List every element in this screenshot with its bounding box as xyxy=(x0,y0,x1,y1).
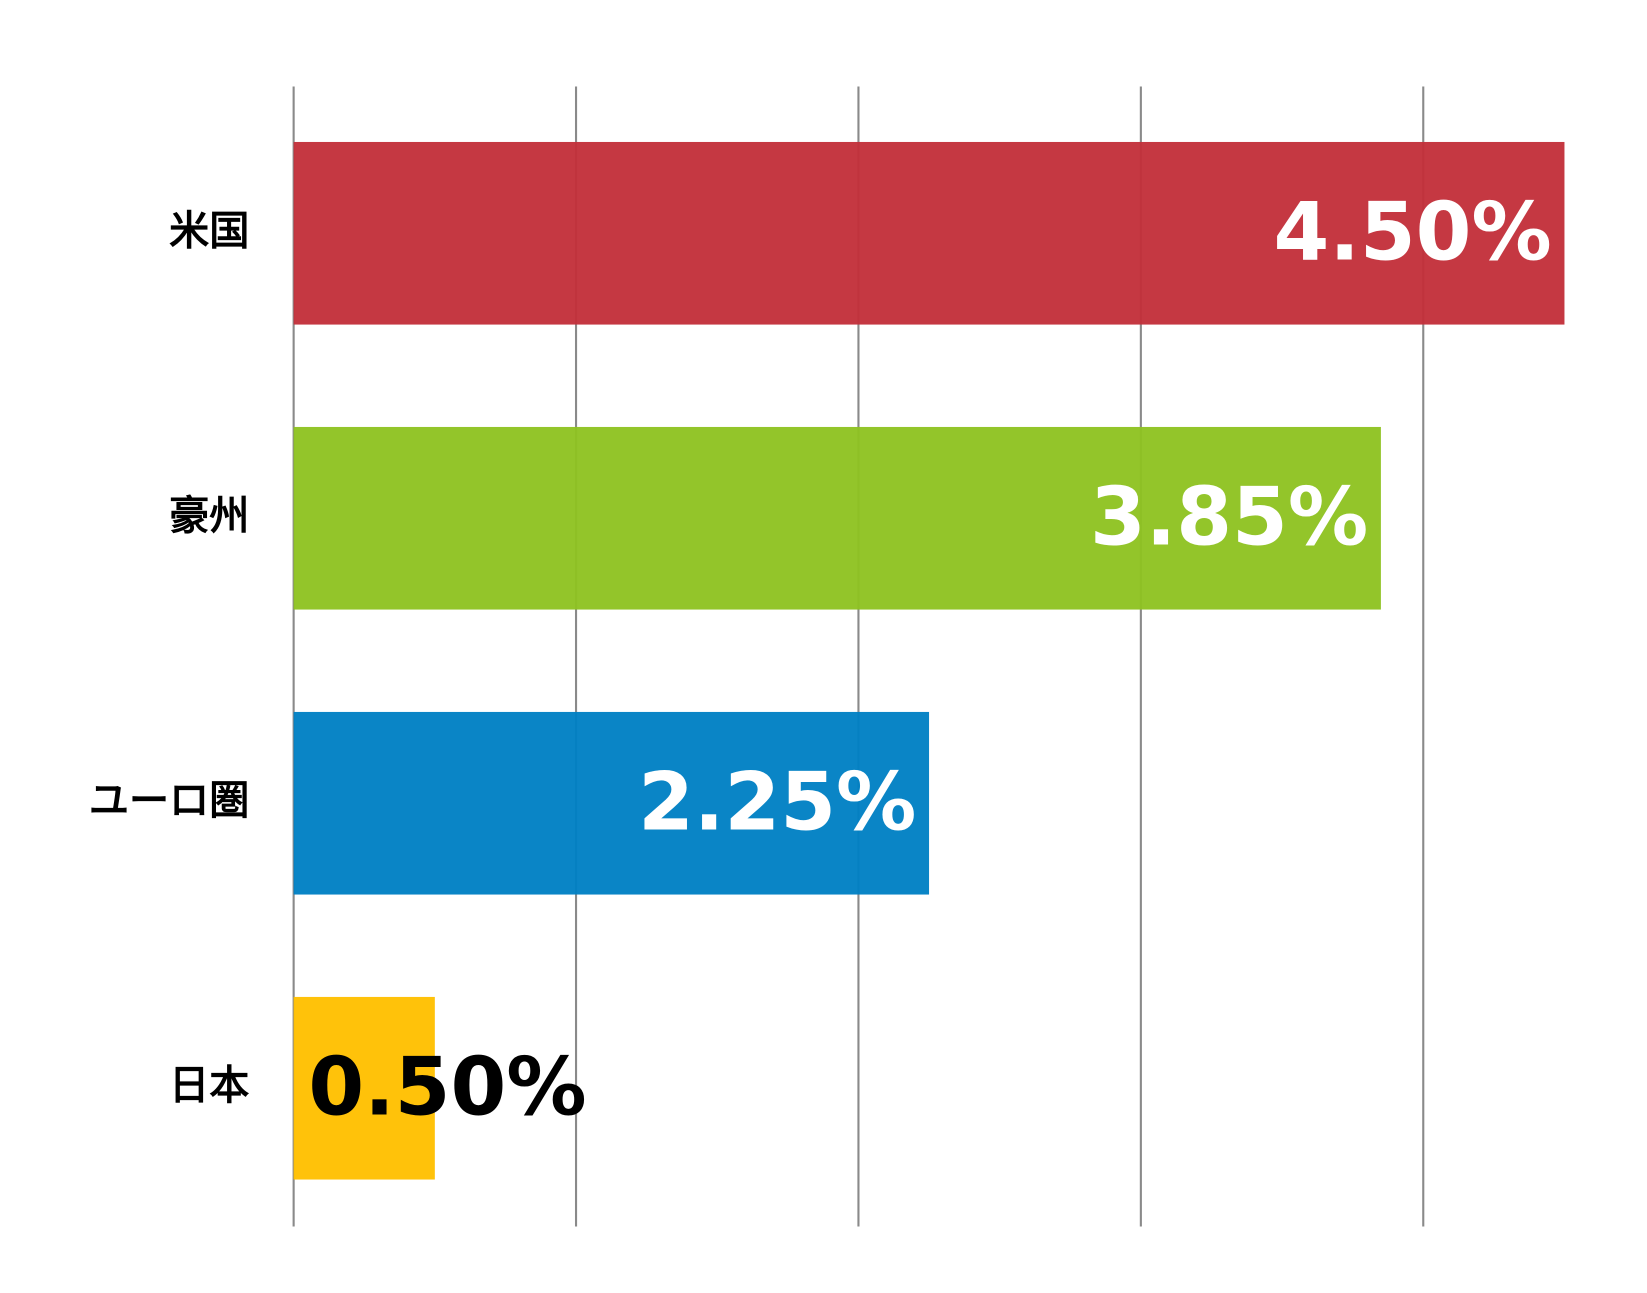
y-tick-label: 豪州 xyxy=(169,493,249,539)
bar xyxy=(293,141,1565,325)
y-tick-label: ユーロ圏 xyxy=(89,778,249,824)
value-label: 3.85% xyxy=(1090,470,1368,563)
value-label: 4.50% xyxy=(1274,185,1552,278)
value-label: 2.25% xyxy=(638,755,916,848)
bar xyxy=(293,711,930,895)
y-tick-label: 米国 xyxy=(169,208,249,254)
bar xyxy=(293,996,435,1180)
bar xyxy=(293,426,1381,610)
y-tick-label: 日本 xyxy=(169,1063,249,1109)
value-label: 0.50% xyxy=(308,1040,586,1133)
